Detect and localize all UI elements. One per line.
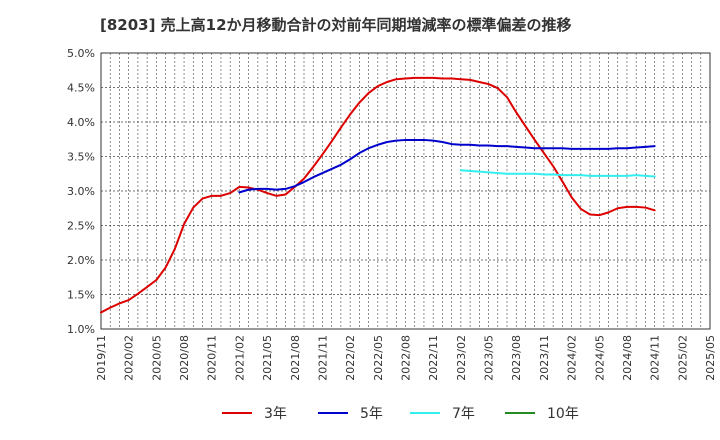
x-tick-label: 2024/02 [566, 335, 579, 381]
x-tick-label: 2022/05 [372, 335, 385, 381]
y-tick-label: 5.0% [67, 47, 95, 60]
y-tick-label: 1.0% [67, 323, 95, 336]
series-layer [100, 76, 656, 314]
x-tick-label: 2020/11 [206, 335, 219, 381]
y-axis: 5.0% 4.5% 4.0% 3.5% 3.0% 2.5% 2.0% 1.5% 1.0% [67, 47, 95, 336]
x-tick-label: 2025/02 [676, 335, 689, 381]
x-tick-label: 2021/11 [316, 335, 329, 381]
y-tick-label: 4.0% [67, 116, 95, 129]
x-tick-label: 2020/02 [123, 335, 136, 381]
legend: 3年 5年 7年 10年 [222, 406, 579, 422]
y-tick-label: 2.5% [67, 220, 95, 233]
y-tick-label: 2.0% [67, 254, 95, 267]
x-tick-label: 2023/11 [538, 335, 551, 381]
x-tick-label: 2022/11 [427, 335, 440, 381]
x-tick-label: 2019/11 [95, 335, 108, 381]
legend-label: 7年 [452, 406, 475, 422]
x-tick-label: 2023/05 [483, 335, 496, 381]
series-line-2 [238, 138, 656, 194]
y-tick-label: 1.5% [67, 289, 95, 302]
series-line-3 [459, 169, 656, 178]
x-tick-label: 2021/08 [289, 335, 302, 381]
x-tick-label: 2024/05 [593, 335, 606, 381]
x-tick-label: 2024/08 [621, 335, 634, 381]
x-tick-label: 2022/02 [344, 335, 357, 381]
y-tick-label: 3.0% [67, 185, 95, 198]
chart-title: [8203] 売上高12か月移動合計の対前年同期増減率の標準偏差の推移 [100, 16, 572, 34]
x-tick-label: 2021/05 [261, 335, 274, 381]
x-tick-label: 2024/11 [649, 335, 662, 381]
x-tick-label: 2023/08 [510, 335, 523, 381]
x-tick-label: 2021/02 [233, 335, 246, 381]
x-tick-label: 2022/08 [400, 335, 413, 381]
legend-label: 3年 [264, 406, 287, 422]
x-axis: 2019/11 2020/02 2020/05 2020/08 2020/11 2021/… [95, 335, 717, 381]
y-tick-label: 3.5% [67, 151, 95, 164]
grid-layer [101, 53, 710, 329]
y-tick-label: 4.5% [67, 82, 95, 95]
x-tick-label: 2020/08 [178, 335, 191, 381]
x-tick-label: 2025/05 [704, 335, 717, 381]
series-line-1 [100, 76, 656, 314]
legend-label: 10年 [547, 406, 579, 422]
x-tick-label: 2020/05 [150, 335, 163, 381]
x-tick-label: 2023/02 [455, 335, 468, 381]
legend-label: 5年 [360, 406, 383, 422]
